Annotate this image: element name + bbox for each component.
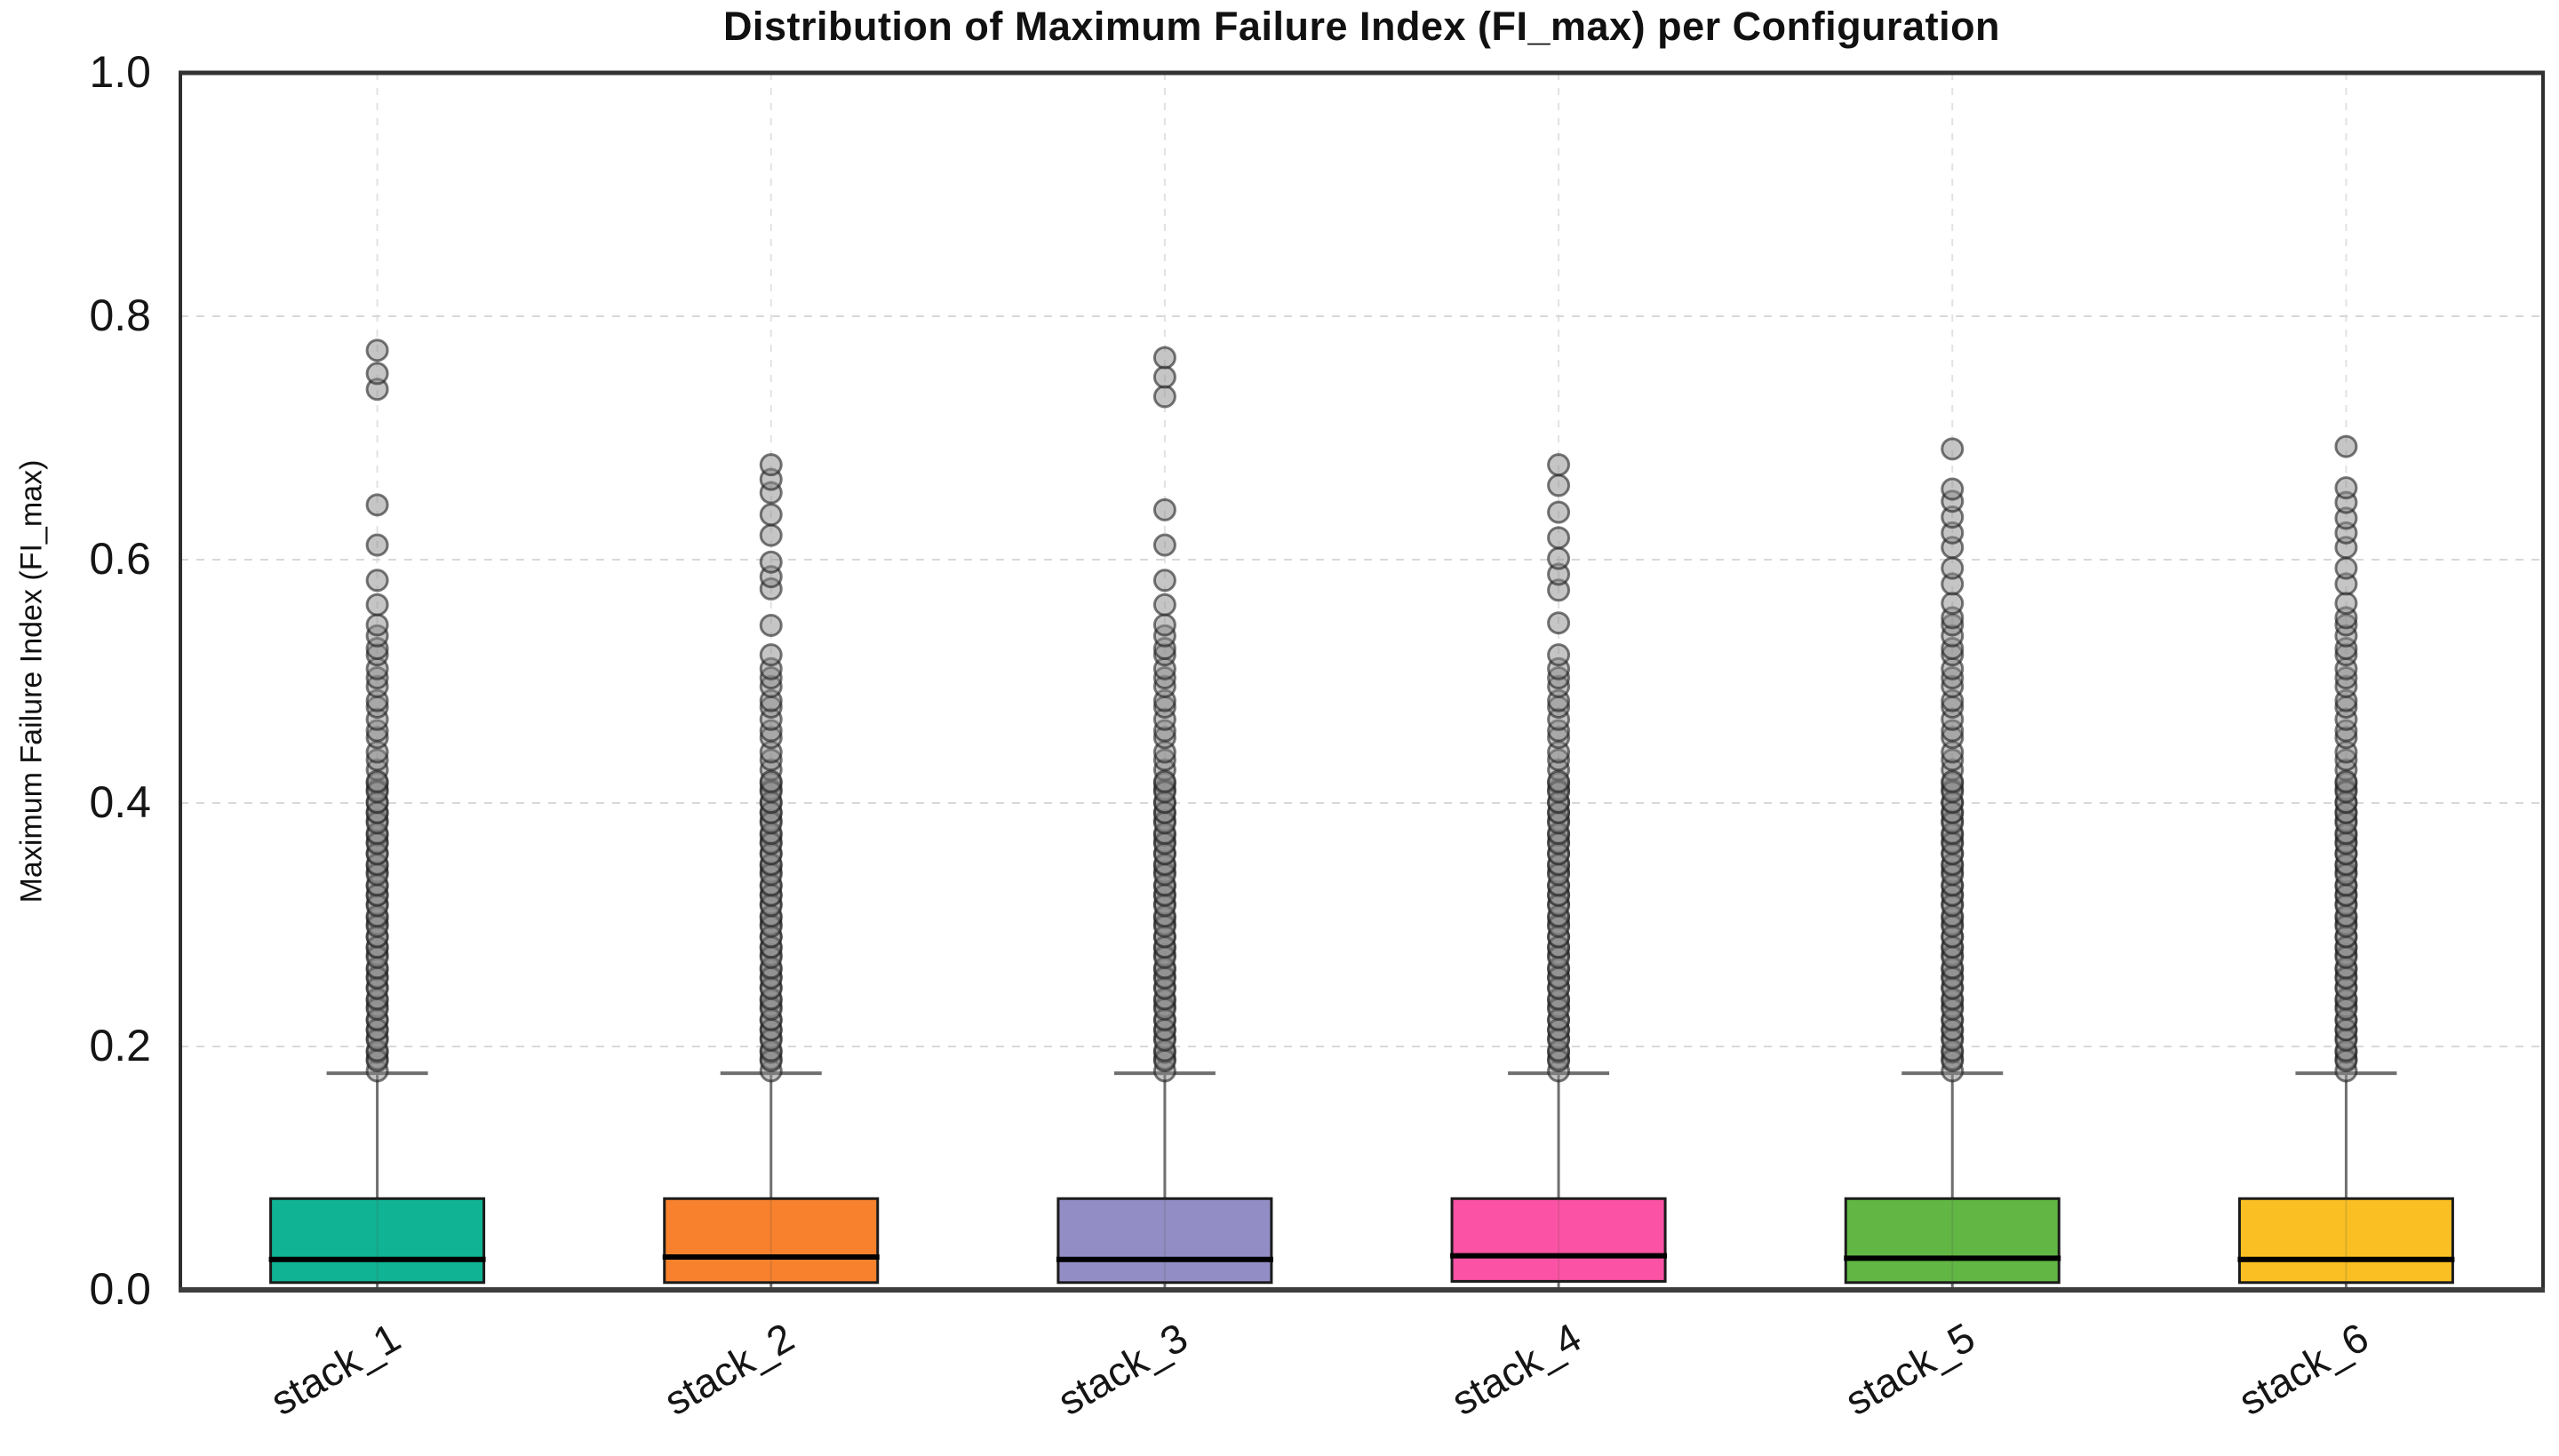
outlier-point-stack_6 [2334, 592, 2358, 616]
outlier-point-stack_4 [1547, 526, 1571, 550]
outlier-point-stack_6 [2334, 476, 2358, 500]
outlier-point-stack_3 [1152, 346, 1176, 370]
y-tick-label: 0.0 [89, 1263, 151, 1314]
y-tick-label: 0.4 [89, 776, 151, 827]
box-stack_4 [1450, 1197, 1667, 1283]
outlier-point-stack_3 [1152, 769, 1176, 793]
outlier-point-stack_4 [1547, 473, 1571, 497]
outlier-point-stack_6 [2334, 769, 2358, 793]
outlier-point-stack_3 [1152, 569, 1176, 593]
outlier-point-stack_4 [1547, 453, 1571, 477]
y-tick-label: 0.6 [89, 533, 151, 584]
outlier-point-stack_5 [1941, 437, 1965, 461]
y-tick-label: 0.2 [89, 1020, 151, 1070]
box-stack_2 [663, 1197, 880, 1285]
outlier-point-stack_4 [1547, 611, 1571, 635]
outlier-point-stack_1 [365, 533, 389, 557]
outlier-point-stack_2 [759, 613, 783, 637]
outlier-point-stack_5 [1941, 592, 1965, 616]
outlier-point-stack_3 [1152, 613, 1176, 637]
outlier-point-stack_3 [1152, 533, 1176, 557]
outlier-point-stack_4 [1547, 643, 1571, 667]
outlier-point-stack_1 [365, 569, 389, 593]
outlier-point-stack_3 [1152, 497, 1176, 521]
outlier-point-stack_4 [1547, 500, 1571, 524]
outlier-point-stack_1 [365, 593, 389, 617]
chart-title: Distribution of Maximum Failure Index (F… [722, 4, 2001, 49]
outlier-point-stack_2 [759, 453, 783, 477]
outlier-point-stack_2 [759, 550, 783, 574]
box-stack_5 [1844, 1197, 2061, 1285]
outlier-point-stack_3 [1152, 365, 1176, 389]
outlier-point-stack_3 [1152, 593, 1176, 617]
outlier-point-stack_6 [2334, 556, 2358, 580]
y-tick-label: 0.8 [89, 290, 151, 340]
outlier-point-stack_6 [2334, 434, 2358, 458]
outlier-point-stack_2 [759, 769, 783, 793]
plot-frame [179, 71, 2545, 1292]
outlier-point-stack_5 [1941, 769, 1965, 793]
box-stack_3 [1056, 1197, 1273, 1285]
outlier-point-stack_1 [365, 769, 389, 793]
outlier-point-stack_5 [1941, 556, 1965, 580]
outlier-point-stack_1 [365, 613, 389, 637]
outlier-point-stack_2 [759, 523, 783, 547]
outlier-point-stack_4 [1547, 769, 1571, 793]
outlier-point-stack_1 [365, 362, 389, 386]
outlier-point-stack_1 [365, 493, 389, 517]
outlier-point-stack_1 [365, 338, 389, 362]
outlier-point-stack_4 [1547, 546, 1571, 570]
outlier-point-stack_2 [759, 643, 783, 667]
outlier-point-stack_2 [759, 503, 783, 527]
y-tick-label: 1.0 [89, 46, 151, 97]
box-stack_6 [2237, 1197, 2454, 1285]
outlier-point-stack_5 [1941, 477, 1965, 501]
box-stack_1 [269, 1197, 486, 1285]
outlier-point-stack_3 [1152, 385, 1176, 409]
